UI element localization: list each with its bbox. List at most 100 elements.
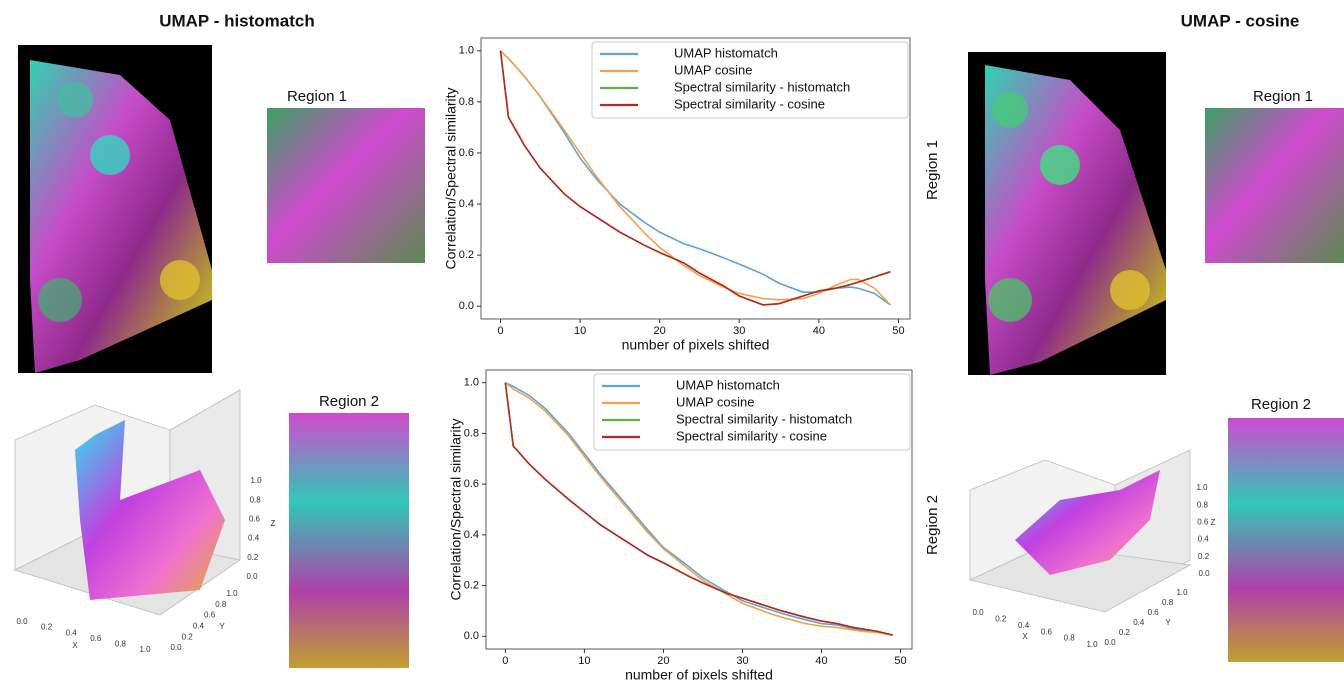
line-series bbox=[504, 382, 893, 636]
y-tick-label-3d: 0.8 bbox=[215, 600, 227, 609]
y-tick-label-3d: 0.8 bbox=[1162, 598, 1174, 607]
legend-label: Spectral similarity - histomatch bbox=[676, 411, 852, 426]
line-series bbox=[499, 50, 891, 306]
x-tick-label-3d: 0.6 bbox=[1041, 627, 1053, 636]
x-tick-label-3d: 0.2 bbox=[995, 615, 1007, 624]
x-tick-label-3d: 1.0 bbox=[1086, 640, 1098, 649]
y-tick-label: 0.8 bbox=[464, 427, 479, 439]
x-tick-label: 30 bbox=[736, 655, 748, 667]
plot-frame bbox=[485, 369, 913, 650]
x-tick-label-3d: 0.0 bbox=[972, 608, 984, 617]
x-tick-label: 40 bbox=[815, 655, 827, 667]
x-tick-label: 10 bbox=[574, 325, 586, 337]
y-tick-label: 0.6 bbox=[459, 147, 474, 159]
x-tick-label-3d: 1.0 bbox=[139, 645, 151, 654]
x-axis-label: number of pixels shifted bbox=[622, 337, 770, 353]
y-tick-label-3d: 0.0 bbox=[1104, 638, 1116, 647]
plot-frame bbox=[480, 37, 911, 320]
legend-label: UMAP histomatch bbox=[674, 45, 778, 60]
line-series bbox=[499, 50, 891, 306]
z-tick-label-3d: 0.6 bbox=[249, 515, 261, 524]
y-axis-label-3d: Y bbox=[219, 622, 225, 631]
y-tick-label-3d: 0.6 bbox=[1148, 608, 1160, 617]
x-tick-label-3d: 0.2 bbox=[41, 623, 53, 632]
y-axis-label-3d: Y bbox=[1165, 618, 1171, 627]
z-tick-label-3d: 1.0 bbox=[250, 476, 262, 485]
legend-label: Spectral similarity - histomatch bbox=[674, 79, 850, 94]
y-tick-label-3d: 0.4 bbox=[193, 622, 205, 631]
y-tick-label: 0.0 bbox=[459, 300, 474, 312]
z-tick-label-3d: 0.2 bbox=[247, 553, 259, 562]
x-tick-label-3d: 0.4 bbox=[66, 628, 78, 637]
x-tick-label: 0 bbox=[502, 655, 508, 667]
x-tick-label: 50 bbox=[894, 655, 906, 667]
tissue-image bbox=[968, 52, 1166, 375]
y-tick-label-3d: 0.6 bbox=[204, 611, 216, 620]
legend-label: UMAP cosine bbox=[674, 62, 753, 77]
legend-box bbox=[593, 373, 911, 451]
region-image bbox=[289, 413, 409, 668]
legend-label: UMAP histomatch bbox=[676, 377, 780, 392]
y-tick-label: 1.0 bbox=[459, 45, 474, 57]
x-axis-label: number of pixels shifted bbox=[625, 667, 773, 680]
z-axis-label-3d: Z bbox=[271, 519, 276, 528]
x-tick-label: 20 bbox=[657, 655, 669, 667]
x-tick-label-3d: 0.0 bbox=[16, 617, 28, 626]
z-tick-label-3d: 0.8 bbox=[1197, 500, 1209, 509]
z-tick-label-3d: 0.6 bbox=[1197, 518, 1209, 527]
x-axis-label-3d: X bbox=[1022, 632, 1028, 641]
region-image bbox=[267, 108, 425, 263]
legend-label: Spectral similarity - cosine bbox=[674, 96, 825, 111]
z-tick-label-3d: 0.2 bbox=[1198, 552, 1210, 561]
legend-label: Spectral similarity - cosine bbox=[676, 428, 827, 443]
y-tick-label-3d: 0.2 bbox=[182, 632, 194, 641]
z-axis-label-3d: Z bbox=[1211, 518, 1216, 527]
x-tick-label: 30 bbox=[733, 325, 745, 337]
region-title: Region 2 bbox=[1251, 396, 1311, 413]
region-image bbox=[1205, 108, 1344, 263]
x-tick-label: 20 bbox=[654, 325, 666, 337]
panel-title: UMAP - cosine bbox=[1181, 11, 1300, 30]
region-title: Region 1 bbox=[287, 88, 347, 105]
x-tick-label-3d: 0.8 bbox=[1064, 634, 1076, 643]
umap-point-cloud bbox=[1015, 470, 1160, 575]
x-tick-label-3d: 0.8 bbox=[115, 640, 127, 649]
z-tick-label-3d: 0.0 bbox=[1198, 569, 1210, 578]
z-tick-label-3d: 0.0 bbox=[246, 572, 258, 581]
y-tick-label-3d: 0.2 bbox=[1119, 628, 1131, 637]
y-tick-label: 0.0 bbox=[464, 630, 479, 642]
y-tick-label: 0.6 bbox=[464, 478, 479, 490]
x-tick-label: 10 bbox=[578, 655, 590, 667]
panel-title: UMAP - histomatch bbox=[159, 11, 315, 30]
z-tick-label-3d: 0.4 bbox=[248, 534, 260, 543]
line-series bbox=[505, 381, 893, 636]
row-label: Region 1 bbox=[924, 140, 941, 200]
legend-box bbox=[591, 41, 909, 119]
region-title: Region 2 bbox=[319, 393, 379, 410]
umap-point-cloud bbox=[75, 420, 225, 600]
tissue-image bbox=[18, 45, 212, 373]
y-tick-label: 0.2 bbox=[459, 249, 474, 261]
y-axis-label: Correlation/Spectral similarity bbox=[443, 87, 459, 269]
z-tick-label-3d: 0.8 bbox=[250, 495, 262, 504]
x-tick-label-3d: 0.6 bbox=[90, 634, 102, 643]
x-tick-label: 40 bbox=[813, 325, 825, 337]
y-tick-label: 0.4 bbox=[459, 198, 474, 210]
line-series bbox=[499, 50, 892, 306]
x-tick-label: 0 bbox=[497, 325, 503, 337]
row-label: Region 2 bbox=[924, 495, 941, 555]
line-series bbox=[504, 382, 893, 636]
y-tick-label: 1.0 bbox=[464, 377, 479, 389]
y-tick-label: 0.2 bbox=[464, 579, 479, 591]
x-axis-label-3d: X bbox=[72, 641, 78, 650]
region-title: Region 1 bbox=[1253, 88, 1313, 105]
x-tick-label-3d: 0.4 bbox=[1018, 621, 1030, 630]
y-tick-label: 0.8 bbox=[459, 96, 474, 108]
legend-label: UMAP cosine bbox=[676, 394, 755, 409]
z-tick-label-3d: 1.0 bbox=[1196, 483, 1208, 492]
y-axis-label: Correlation/Spectral similarity bbox=[448, 418, 464, 600]
y-tick-label: 0.4 bbox=[464, 529, 479, 541]
z-tick-label-3d: 0.4 bbox=[1198, 535, 1210, 544]
x-tick-label: 50 bbox=[892, 325, 904, 337]
